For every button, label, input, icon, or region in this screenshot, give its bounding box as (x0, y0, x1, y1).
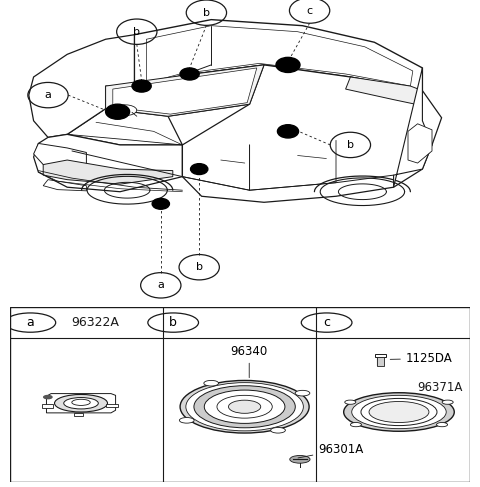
Ellipse shape (55, 394, 108, 412)
Circle shape (295, 391, 310, 396)
Bar (42, 404, 53, 408)
Circle shape (106, 104, 130, 119)
Circle shape (180, 417, 194, 423)
Circle shape (44, 395, 52, 399)
Circle shape (345, 400, 356, 404)
Circle shape (436, 423, 447, 427)
Circle shape (191, 164, 208, 174)
Polygon shape (408, 124, 432, 163)
Text: 96340: 96340 (230, 345, 268, 377)
Ellipse shape (352, 395, 446, 429)
Polygon shape (106, 65, 264, 116)
Ellipse shape (217, 395, 272, 418)
Polygon shape (113, 68, 257, 114)
Text: b: b (203, 8, 210, 18)
Bar (375, 354, 386, 357)
Ellipse shape (228, 400, 261, 413)
Circle shape (290, 455, 310, 463)
Ellipse shape (361, 398, 437, 426)
Circle shape (271, 428, 286, 433)
Text: b: b (196, 262, 203, 272)
Bar (107, 404, 118, 407)
Text: a: a (45, 90, 51, 100)
Text: b: b (347, 140, 354, 150)
Polygon shape (394, 68, 432, 187)
Polygon shape (106, 65, 264, 116)
Polygon shape (29, 35, 134, 137)
Ellipse shape (72, 399, 90, 405)
Polygon shape (43, 160, 173, 184)
Polygon shape (134, 19, 422, 91)
Text: c: c (307, 5, 312, 16)
Polygon shape (182, 65, 442, 202)
Text: 96322A: 96322A (71, 316, 119, 329)
Polygon shape (67, 109, 182, 145)
Ellipse shape (204, 390, 285, 423)
Text: b: b (169, 316, 177, 329)
Polygon shape (34, 143, 86, 169)
Text: a: a (26, 316, 34, 329)
Text: 1125DA: 1125DA (390, 352, 453, 365)
Ellipse shape (369, 401, 429, 423)
Ellipse shape (344, 393, 454, 431)
Polygon shape (47, 393, 116, 413)
Circle shape (180, 68, 199, 80)
Circle shape (276, 57, 300, 73)
Circle shape (132, 80, 151, 92)
Circle shape (277, 125, 299, 138)
Text: c: c (323, 316, 330, 329)
Text: 96301A: 96301A (298, 443, 363, 458)
Text: b: b (133, 27, 140, 37)
Ellipse shape (64, 397, 98, 409)
Polygon shape (34, 134, 182, 192)
Circle shape (152, 198, 169, 209)
Bar (377, 357, 384, 366)
Polygon shape (346, 77, 422, 106)
Ellipse shape (186, 383, 303, 431)
Text: a: a (157, 281, 164, 290)
Ellipse shape (194, 386, 295, 428)
Circle shape (442, 400, 453, 404)
Circle shape (350, 423, 361, 427)
Text: 96371A: 96371A (418, 381, 463, 394)
Ellipse shape (180, 380, 309, 433)
Circle shape (204, 380, 218, 386)
Polygon shape (113, 105, 137, 115)
Bar (74, 412, 84, 416)
